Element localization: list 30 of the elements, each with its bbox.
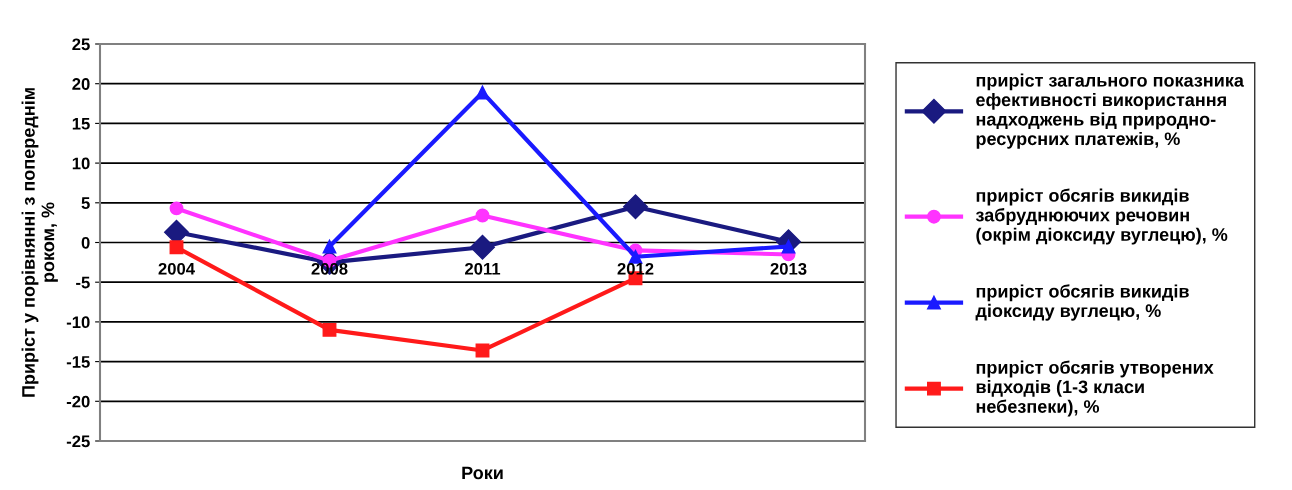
y-axis-title: Приріст у порівнянні з попереднім роком, % xyxy=(21,88,58,397)
x-tick-label: 2004 xyxy=(158,262,195,275)
legend-label: приріст загального показника ефективності використання надходжень від природно- ресурсних платежів, % xyxy=(976,73,1245,149)
legend-label: приріст обсягів викидів діоксиду вуглецю, % xyxy=(975,284,1189,321)
y-tick-label: -15 xyxy=(66,356,90,368)
point xyxy=(322,322,337,337)
point xyxy=(475,208,490,223)
point xyxy=(470,234,495,260)
x-tick-label: 2012 xyxy=(617,262,654,275)
point xyxy=(169,201,184,216)
legend-label: приріст обсягів утворених відходів (1-3 класи небезпеки), % xyxy=(976,360,1214,417)
y-tick-label: -5 xyxy=(76,276,90,289)
legend-label: приріст обсягів викидів забруднюючих речовин (окрім діоксиду вуглецю), % xyxy=(975,188,1228,245)
y-tick-label: 5 xyxy=(81,197,90,209)
x-axis-title: Роки xyxy=(462,466,503,480)
point xyxy=(169,240,184,255)
y-tick-label: -20 xyxy=(66,395,90,408)
point xyxy=(475,85,490,100)
point xyxy=(623,194,648,220)
x-tick-label: 2013 xyxy=(770,262,807,275)
y-tick-label: 15 xyxy=(72,117,90,130)
point xyxy=(628,249,643,264)
x-tick-label: 2011 xyxy=(465,262,501,275)
y-tick-label: 10 xyxy=(72,157,90,170)
y-tick-label: -25 xyxy=(66,435,90,448)
y-tick-label: 25 xyxy=(72,38,90,51)
y-tick-label: 0 xyxy=(81,236,90,249)
y-tick-label: 20 xyxy=(72,78,90,90)
point xyxy=(322,239,337,254)
y-tick-label: -10 xyxy=(66,316,90,329)
